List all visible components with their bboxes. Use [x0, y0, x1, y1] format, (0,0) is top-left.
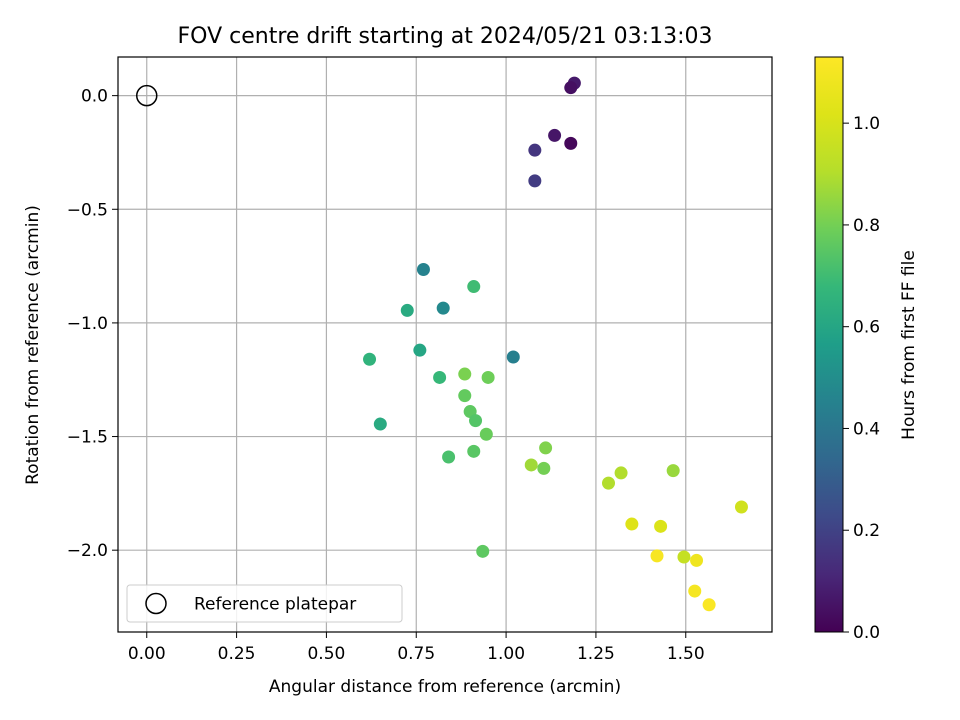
x-tick-label: 0.25 — [218, 644, 256, 664]
chart-title: FOV centre drift starting at 2024/05/21 … — [178, 24, 713, 49]
x-axis-ticks: 0.00 0.25 0.50 0.75 1.00 1.25 1.50 — [128, 632, 705, 664]
scatter-point — [734, 500, 748, 514]
y-tick-label: −1.0 — [67, 314, 108, 334]
scatter-point — [458, 389, 472, 403]
y-tick-label: −2.0 — [67, 541, 108, 561]
scatter-point — [528, 143, 542, 157]
scatter-point — [548, 128, 562, 142]
colorbar-tick-label: 0.8 — [853, 216, 880, 236]
scatter-point — [400, 303, 414, 317]
scatter-point — [537, 461, 551, 475]
scatter-point — [413, 343, 427, 357]
scatter-point — [614, 466, 628, 480]
scatter-point — [666, 464, 680, 478]
scatter-point — [467, 444, 481, 458]
x-tick-label: 1.50 — [667, 644, 705, 664]
scatter-point — [467, 280, 481, 294]
scatter-point — [433, 370, 447, 384]
colorbar: 0.0 0.2 0.4 0.6 0.8 1.0 Hours from first FF f… — [814, 56, 919, 643]
scatter-point — [688, 584, 702, 598]
scatter-point — [506, 350, 520, 364]
scatter-point — [539, 441, 553, 455]
scatter-point — [602, 476, 615, 490]
x-tick-label: 0.75 — [397, 644, 435, 664]
scatter-point — [702, 598, 716, 612]
scatter-point — [625, 517, 639, 531]
scatter-point — [479, 427, 493, 441]
colorbar-tick-label: 1.0 — [853, 114, 880, 134]
y-tick-label: −1.5 — [67, 428, 108, 448]
plot-area — [118, 57, 772, 632]
y-axis-ticks: 0.0 −0.5 −1.0 −1.5 −2.0 — [67, 87, 118, 561]
data-points — [363, 76, 748, 612]
scatter-point — [469, 414, 483, 428]
legend: Reference platepar — [126, 584, 403, 623]
x-tick-label: 1.25 — [577, 644, 615, 664]
scatter-point — [564, 81, 578, 95]
reference-point — [135, 84, 158, 107]
y-tick-label: 0.0 — [81, 87, 108, 107]
colorbar-tick-label: 0.2 — [853, 521, 880, 541]
scatter-point — [442, 450, 456, 464]
legend-label: Reference platepar — [194, 595, 356, 615]
y-tick-label: −0.5 — [67, 200, 108, 220]
colorbar-tick-label: 0.4 — [853, 419, 880, 439]
scatter-point — [363, 352, 377, 366]
scatter-point — [690, 553, 704, 567]
colorbar-label: Hours from first FF file — [899, 250, 919, 440]
colorbar-ticks: 0.0 0.2 0.4 0.6 0.8 1.0 — [843, 114, 880, 643]
legend-box — [126, 584, 403, 623]
plot-frame — [117, 56, 773, 633]
x-tick-label: 1.00 — [487, 644, 525, 664]
scatter-point — [373, 417, 387, 431]
grid-lines — [118, 57, 772, 632]
x-axis-label: Angular distance from reference (arcmin) — [269, 677, 621, 697]
scatter-point — [481, 370, 495, 384]
scatter-point — [476, 544, 490, 558]
legend-marker — [145, 592, 167, 615]
scatter-point — [458, 367, 472, 381]
colorbar-tick-label: 0.6 — [853, 318, 880, 338]
colorbar-gradient — [814, 56, 844, 633]
scatter-point — [528, 174, 542, 188]
scatter-point — [654, 519, 668, 533]
scatter-point — [416, 263, 430, 276]
y-axis-label: Rotation from reference (arcmin) — [23, 205, 43, 485]
x-tick-label: 0.50 — [307, 644, 345, 664]
scatter-point — [436, 301, 450, 315]
scatter-point — [524, 458, 538, 472]
colorbar-tick-label: 0.0 — [853, 623, 880, 643]
x-tick-label: 0.00 — [128, 644, 166, 664]
scatter-point — [564, 136, 578, 150]
scatter-point — [650, 549, 664, 563]
scatter-point — [677, 550, 691, 564]
